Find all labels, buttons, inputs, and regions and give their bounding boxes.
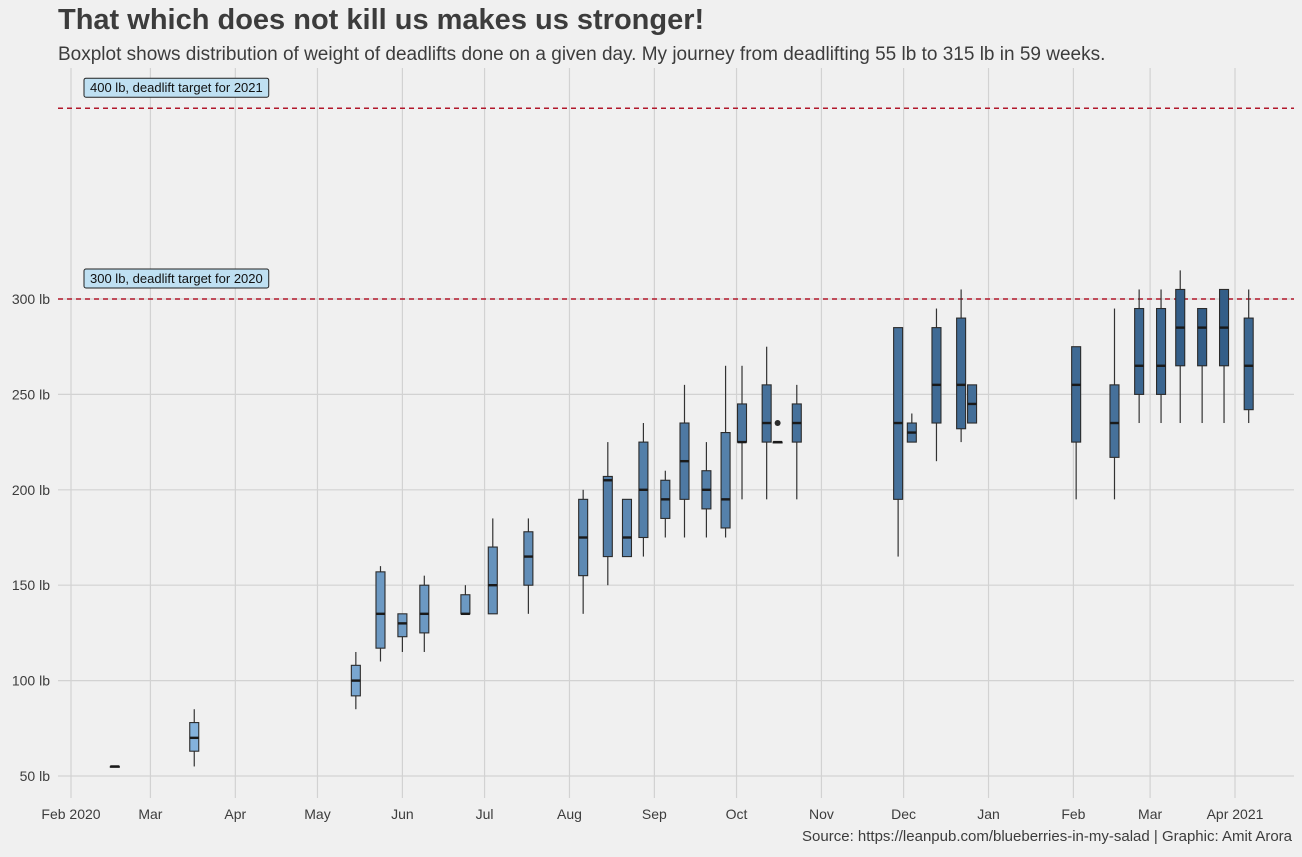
y-tick-label: 200 lb — [12, 482, 50, 498]
x-tick-label: Apr — [224, 806, 246, 822]
iqr-box — [523, 531, 534, 586]
box-group — [1218, 288, 1230, 424]
x-tick-label: Feb — [1061, 806, 1085, 822]
iqr-box — [621, 498, 633, 558]
box-group — [720, 365, 731, 538]
box-group — [1175, 270, 1186, 424]
box-group — [1071, 346, 1082, 500]
box-group — [660, 470, 671, 538]
iqr-box — [487, 546, 498, 615]
iqr-box — [1134, 307, 1145, 395]
x-tick-label: Oct — [726, 806, 748, 822]
box-group — [1109, 308, 1120, 500]
box-group — [1156, 289, 1167, 424]
box-group — [578, 489, 589, 614]
x-tick-label: Dec — [891, 806, 916, 822]
box-group — [375, 566, 386, 662]
box-group — [621, 498, 633, 558]
iqr-box — [1243, 317, 1254, 411]
box-group — [761, 346, 772, 500]
box-group — [460, 585, 471, 616]
iqr-box — [956, 317, 967, 430]
box-group — [736, 365, 748, 500]
axis-labels: 50 lb 100 lb 150 lb 200 lb 250 lb 300 lb Feb 2… — [12, 291, 1264, 822]
box-group — [523, 518, 534, 614]
box-group — [1197, 307, 1208, 424]
iqr-box — [931, 327, 942, 424]
iqr-box — [1156, 307, 1167, 395]
x-tick-label: Nov — [809, 806, 834, 822]
x-tick-label: Mar — [138, 806, 162, 822]
x-tick-label: Jun — [391, 806, 414, 822]
box-group — [638, 423, 649, 557]
box-group — [701, 442, 712, 538]
box-group — [109, 765, 120, 768]
box-group — [906, 413, 917, 443]
y-tick-label: 250 lb — [12, 386, 50, 402]
target-annotation: 400 lb, deadlift target for 2021 — [83, 77, 270, 98]
x-tick-label: Aug — [557, 806, 582, 822]
iqr-box — [1109, 384, 1120, 458]
y-tick-label: 300 lb — [12, 291, 50, 307]
box-group — [1134, 289, 1145, 424]
x-tick-label: Jul — [476, 806, 494, 822]
box-group — [602, 442, 613, 586]
x-tick-label: Apr 2021 — [1207, 806, 1264, 822]
x-tick-label: Jan — [977, 806, 1000, 822]
y-tick-label: 150 lb — [12, 577, 50, 593]
box-group — [893, 327, 904, 557]
x-tick-label: Sep — [642, 806, 667, 822]
box-group — [679, 384, 690, 538]
box-group — [1243, 289, 1254, 424]
iqr-box — [893, 327, 904, 500]
x-tick-label: Mar — [1138, 806, 1162, 822]
box-group — [419, 575, 430, 652]
iqr-box — [375, 571, 386, 649]
box-group — [791, 384, 802, 500]
target-label: 400 lb, deadlift target for 2021 — [90, 80, 263, 95]
iqr-box — [1071, 346, 1082, 443]
box-group — [772, 420, 783, 444]
target-label: 300 lb, deadlift target for 2020 — [90, 271, 263, 286]
target-label-box — [83, 268, 270, 289]
y-tick-label: 50 lb — [20, 768, 51, 784]
x-tick-label: May — [304, 806, 330, 822]
chart-caption: Source: https://leanpub.com/blueberries-… — [802, 828, 1292, 845]
box-group — [487, 518, 498, 615]
iqr-box — [720, 432, 731, 529]
target-annotation: 300 lb, deadlift target for 2020 — [83, 268, 270, 289]
box-group — [189, 709, 200, 767]
chart-subtitle: Boxplot shows distribution of weight of … — [58, 44, 1106, 65]
outlier-point — [774, 420, 781, 427]
iqr-box — [1197, 307, 1208, 367]
reference-lines: 400 lb, deadlift target for 2021 300 lb, … — [58, 77, 1294, 300]
grid-layer — [58, 68, 1294, 798]
iqr-box — [397, 613, 408, 638]
box-group — [931, 308, 942, 462]
iqr-box — [602, 475, 613, 558]
box-group — [397, 613, 408, 652]
boxes-layer — [109, 270, 1254, 768]
box-group — [967, 384, 978, 424]
iqr-box — [460, 594, 471, 615]
chart-title: That which does not kill us makes us str… — [58, 4, 705, 36]
y-tick-label: 100 lb — [12, 673, 50, 689]
iqr-box — [736, 403, 748, 443]
x-tick-label: Feb 2020 — [41, 806, 100, 822]
box-group — [956, 289, 967, 443]
iqr-box — [761, 384, 772, 443]
box-group — [350, 651, 361, 710]
iqr-box — [419, 584, 430, 634]
target-label-box — [83, 77, 270, 98]
